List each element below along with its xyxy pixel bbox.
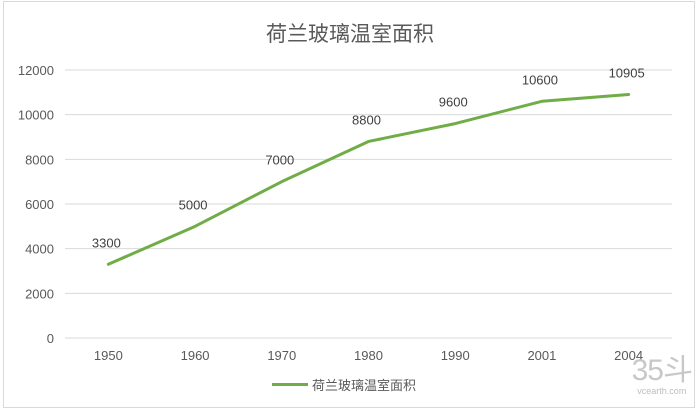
data-labels: 3300 5000 7000 8800 9600 10600 10905	[92, 65, 645, 250]
watermark-logo: 35斗	[631, 354, 693, 387]
data-label: 3300	[92, 235, 121, 250]
y-tick-label: 2000	[25, 286, 54, 301]
y-tick-label: 6000	[25, 197, 54, 212]
x-tick-label: 1970	[267, 348, 296, 363]
y-tick-label: 4000	[25, 242, 54, 257]
data-label: 10905	[609, 65, 645, 80]
data-label: 9600	[439, 95, 468, 110]
gridlines	[65, 69, 672, 339]
y-axis: 0 2000 4000 6000 8000 10000 12000	[18, 63, 54, 346]
data-label: 8800	[352, 112, 381, 127]
x-tick-label: 2001	[527, 348, 556, 363]
x-axis: 1950 1960 1970 1980 1990 2001 2004	[94, 348, 643, 363]
series-line	[106, 92, 631, 266]
watermark-site: vcearth.com	[637, 386, 687, 396]
data-label: 5000	[179, 197, 208, 212]
x-tick-label: 2004	[614, 348, 643, 363]
data-label: 7000	[265, 153, 294, 168]
y-tick-label: 0	[47, 331, 54, 346]
x-tick-label: 1960	[181, 348, 210, 363]
y-tick-label: 12000	[18, 63, 54, 78]
watermark: 35斗 vcearth.com	[631, 354, 693, 397]
data-label: 10600	[522, 72, 558, 87]
legend: 荷兰玻璃温室面积	[272, 375, 416, 394]
y-tick-label: 8000	[25, 152, 54, 167]
x-tick-label: 1990	[441, 348, 470, 363]
x-tick-label: 1980	[354, 348, 383, 363]
chart-title: 荷兰玻璃温室面积	[266, 22, 434, 46]
legend-line-icon	[272, 383, 308, 386]
y-tick-label: 10000	[18, 108, 54, 123]
x-tick-label: 1950	[94, 348, 123, 363]
legend-label: 荷兰玻璃温室面积	[312, 379, 417, 394]
